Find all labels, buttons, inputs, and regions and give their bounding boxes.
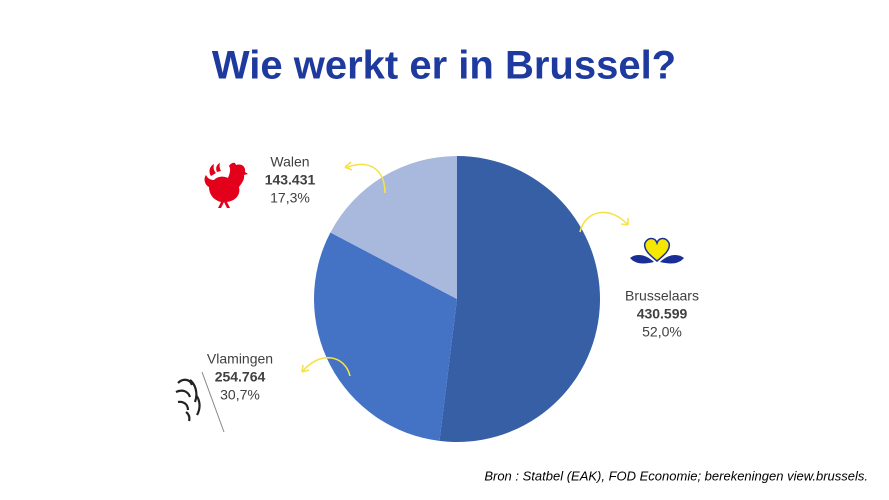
pie-slice (330, 156, 457, 299)
slice-value: 143.431 (265, 172, 316, 188)
arrows (301, 161, 629, 377)
slice-percent: 30,7% (220, 387, 260, 403)
labels: Brusselaars 430.599 52,0% Vlamingen 254.764 3… (207, 154, 699, 403)
slice-category: Walen (270, 154, 309, 170)
slice-percent: 52,0% (642, 324, 682, 340)
lion-icon (175, 371, 225, 433)
arrow-head (301, 364, 310, 373)
arrow-head (344, 161, 353, 171)
slice-value: 430.599 (637, 306, 688, 322)
arrow (301, 356, 351, 377)
pie-slice (313, 232, 457, 441)
slice-category: Brusselaars (625, 288, 699, 304)
chart-title: Wie werkt er in Brussel? (212, 44, 676, 88)
pie-slice (439, 156, 601, 442)
pie (313, 156, 601, 442)
slice-value: 254.764 (215, 369, 266, 385)
iris-icon (630, 237, 684, 264)
arrow (579, 211, 629, 233)
slice-percent: 17,3% (270, 190, 310, 206)
slice-category: Vlamingen (207, 351, 273, 367)
rooster-icon (204, 162, 248, 208)
source-note: Bron : Statbel (EAK), FOD Economie; bere… (484, 468, 868, 483)
arrow-head (620, 218, 629, 226)
arrow (344, 163, 386, 194)
